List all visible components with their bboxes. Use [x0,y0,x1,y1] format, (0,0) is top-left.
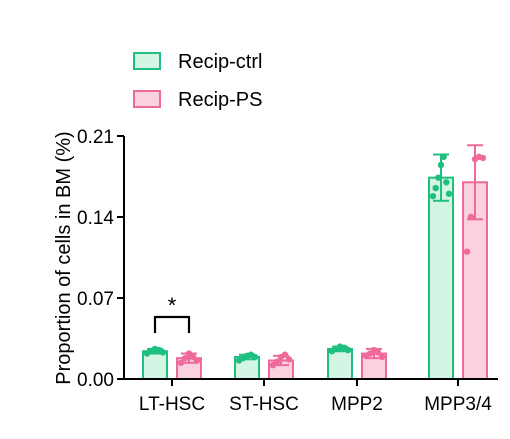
data-point [181,354,189,362]
data-point [437,161,445,169]
y-axis-label: Proportion of cells in BM (%) [53,131,75,384]
bars-layer [142,144,488,381]
data-point [285,356,293,363]
data-point [374,349,382,356]
y-tick-label: 0.14 [77,208,114,229]
data-point [463,248,471,255]
data-point [177,359,185,366]
significance-bracket: * [153,293,191,333]
legend-label-recip-ctrl: Recip-ctrl [178,51,262,73]
x-axis: LT-HSC ST-HSC MPP2 MPP3/4 [124,378,498,415]
data-point [445,190,453,198]
data-point [429,192,437,200]
data-point [193,357,201,364]
x-tick-label: ST-HSC [229,394,299,415]
x-tick-label: MPP2 [331,394,383,415]
data-point [251,353,259,361]
significance-star: * [168,293,177,318]
significance-bracket-line [153,315,191,333]
data-point [432,184,439,192]
data-point [435,174,442,181]
data-point [344,346,352,354]
data-point [440,153,447,161]
data-point [378,353,386,361]
legend-swatch-recip-ctrl [133,52,161,70]
x-tick-label: MPP3/4 [424,394,492,415]
y-tick-label: 0.00 [77,370,114,391]
data-point [479,154,487,162]
data-point [443,179,450,186]
data-point [273,358,281,365]
x-tick-label: LT-HSC [139,394,205,415]
y-tick-label: 0.07 [77,289,114,310]
data-point [467,213,475,221]
data-point [159,349,167,356]
y-tick-label: 0.21 [77,127,114,148]
legend-swatch-recip-ps [133,90,161,108]
bar [428,176,454,380]
legend-label-recip-ps: Recip-PS [178,89,262,111]
legend: Recip-ctrl Recip-PS [133,51,262,111]
data-point [281,351,289,358]
y-axis: 0.00 0.07 0.14 0.21 [77,127,125,391]
